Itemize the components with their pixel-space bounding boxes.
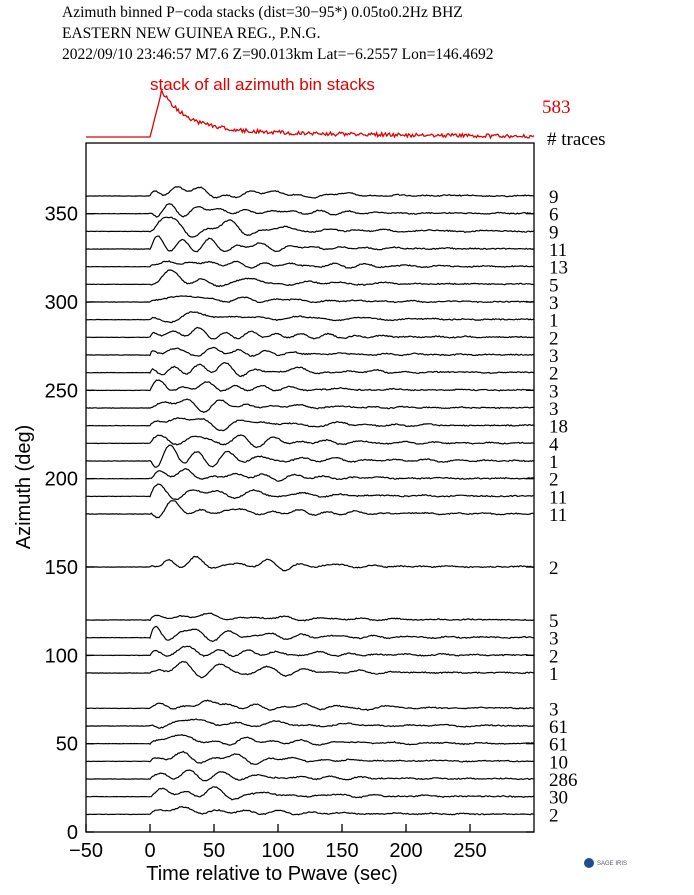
trace-count-label: 2 <box>549 470 559 491</box>
trace-count-label: 3 <box>549 699 559 720</box>
trace-count-label: 61 <box>549 717 568 738</box>
trace-count-label: 9 <box>549 222 559 243</box>
azimuth-trace <box>85 718 535 729</box>
y-tick-label: 150 <box>45 557 78 579</box>
azimuth-trace <box>86 398 535 414</box>
sage-logo: SAGE IRIS <box>584 858 627 868</box>
azimuth-trace <box>85 805 535 816</box>
trace-count-label: 30 <box>549 788 568 809</box>
trace-count-label: 5 <box>549 611 559 632</box>
y-tick-label: 300 <box>45 292 78 314</box>
azimuth-trace <box>85 483 534 501</box>
y-tick-label: 50 <box>56 734 78 756</box>
trace-count-header: # traces <box>547 129 606 150</box>
azimuth-trace <box>85 500 535 519</box>
azimuth-trace <box>85 734 535 746</box>
x-tick-label: −50 <box>69 840 103 862</box>
trace-count-label: 1 <box>549 664 559 685</box>
trace-count-label: 11 <box>549 487 567 508</box>
azimuth-trace <box>85 786 535 801</box>
azimuth-trace <box>85 379 535 392</box>
azimuth-trace <box>85 235 535 253</box>
header-line-2: EASTERN NEW GUINEA REG., P.N.G. <box>62 25 320 42</box>
trace-count-label: 2 <box>549 558 559 579</box>
header-line-1: Azimuth binned P−coda stacks (dist=30−95… <box>62 4 463 21</box>
trace-count-label: 9 <box>549 187 559 208</box>
trace-count-label: 2 <box>549 805 559 826</box>
x-tick-label: 250 <box>453 840 486 862</box>
azimuth-trace <box>85 645 535 658</box>
trace-count-label: 2 <box>549 646 559 667</box>
azimuth-trace <box>85 269 535 288</box>
azimuth-trace <box>85 216 535 238</box>
trace-count-label: 6 <box>549 205 559 226</box>
x-axis-title: Time relative to Pwave (sec) <box>146 863 398 885</box>
logo-text: SAGE IRIS <box>597 861 627 867</box>
trace-count-label: 3 <box>549 399 559 420</box>
trace-count-label: 11 <box>549 240 567 261</box>
azimuth-trace <box>86 260 535 269</box>
y-axis-title: Azimuth (deg) <box>13 425 35 550</box>
x-tick-label: 200 <box>389 840 422 862</box>
azimuth-trace <box>85 361 535 378</box>
trace-count-label: 3 <box>549 629 559 650</box>
trace-count-label: 1 <box>549 452 559 473</box>
trace-count-label: 3 <box>549 346 559 367</box>
y-tick-label: 350 <box>45 204 78 226</box>
trace-count-label: 11 <box>549 505 567 526</box>
trace-count-label: 3 <box>549 381 559 402</box>
x-tick-label: 150 <box>325 840 358 862</box>
trace-count-label: 10 <box>549 752 568 773</box>
trace-count-group: 9691113531232331841211112532136161102863… <box>549 187 578 826</box>
x-tick-label: 0 <box>144 840 155 862</box>
azimuth-trace <box>85 467 535 482</box>
azimuth-trace <box>86 203 534 218</box>
stack-label: stack of all azimuth bin stacks <box>150 75 375 94</box>
y-axis: 0 50 100 150 200 250 300 350 <box>45 204 534 844</box>
azimuth-trace <box>85 699 535 712</box>
azimuth-trace <box>85 295 534 304</box>
trace-count-label: 2 <box>549 328 559 349</box>
azimuth-trace <box>85 750 535 765</box>
stack-panel: stack of all azimuth bin stacks 583 # tr… <box>86 75 606 150</box>
azimuth-trace <box>85 555 535 572</box>
trace-count-label: 18 <box>549 417 568 438</box>
y-tick-label: 200 <box>45 469 78 491</box>
trace-count-label: 13 <box>549 258 568 279</box>
header: Azimuth binned P−coda stacks (dist=30−95… <box>62 4 494 63</box>
stack-trace <box>86 87 535 140</box>
trace-count-label: 5 <box>549 275 559 296</box>
header-line-3: 2022/09/10 23:46:57 M7.6 Z=90.013km Lat=… <box>62 46 494 63</box>
trace-count-label: 3 <box>549 293 559 314</box>
trace-count-label: 1 <box>549 311 559 332</box>
x-tick-label: 50 <box>203 840 225 862</box>
x-axis: −50 0 50 100 150 200 250 <box>69 824 487 862</box>
azimuth-trace <box>85 346 535 357</box>
azimuth-trace <box>85 625 534 643</box>
y-tick-label: 250 <box>45 380 78 402</box>
azimuth-trace <box>86 612 535 622</box>
trace-count-label: 61 <box>549 735 568 756</box>
trace-count-label: 2 <box>549 364 559 385</box>
azimuth-trace <box>85 769 535 782</box>
azimuth-trace <box>86 417 535 432</box>
y-tick-label: 0 <box>67 822 78 844</box>
globe-icon <box>584 858 594 868</box>
trace-group <box>85 185 535 816</box>
stack-trace-count: 583 <box>542 97 571 118</box>
azimuth-trace <box>85 660 535 679</box>
y-tick-label: 100 <box>45 645 78 667</box>
plot-frame <box>85 142 535 833</box>
azimuth-trace <box>85 434 535 449</box>
azimuth-trace <box>86 444 535 468</box>
x-tick-label: 100 <box>261 840 294 862</box>
trace-count-label: 286 <box>549 770 578 791</box>
azimuth-trace <box>86 326 535 340</box>
azimuth-trace <box>85 185 535 199</box>
trace-count-label: 4 <box>549 434 559 455</box>
azimuth-trace <box>85 311 535 324</box>
